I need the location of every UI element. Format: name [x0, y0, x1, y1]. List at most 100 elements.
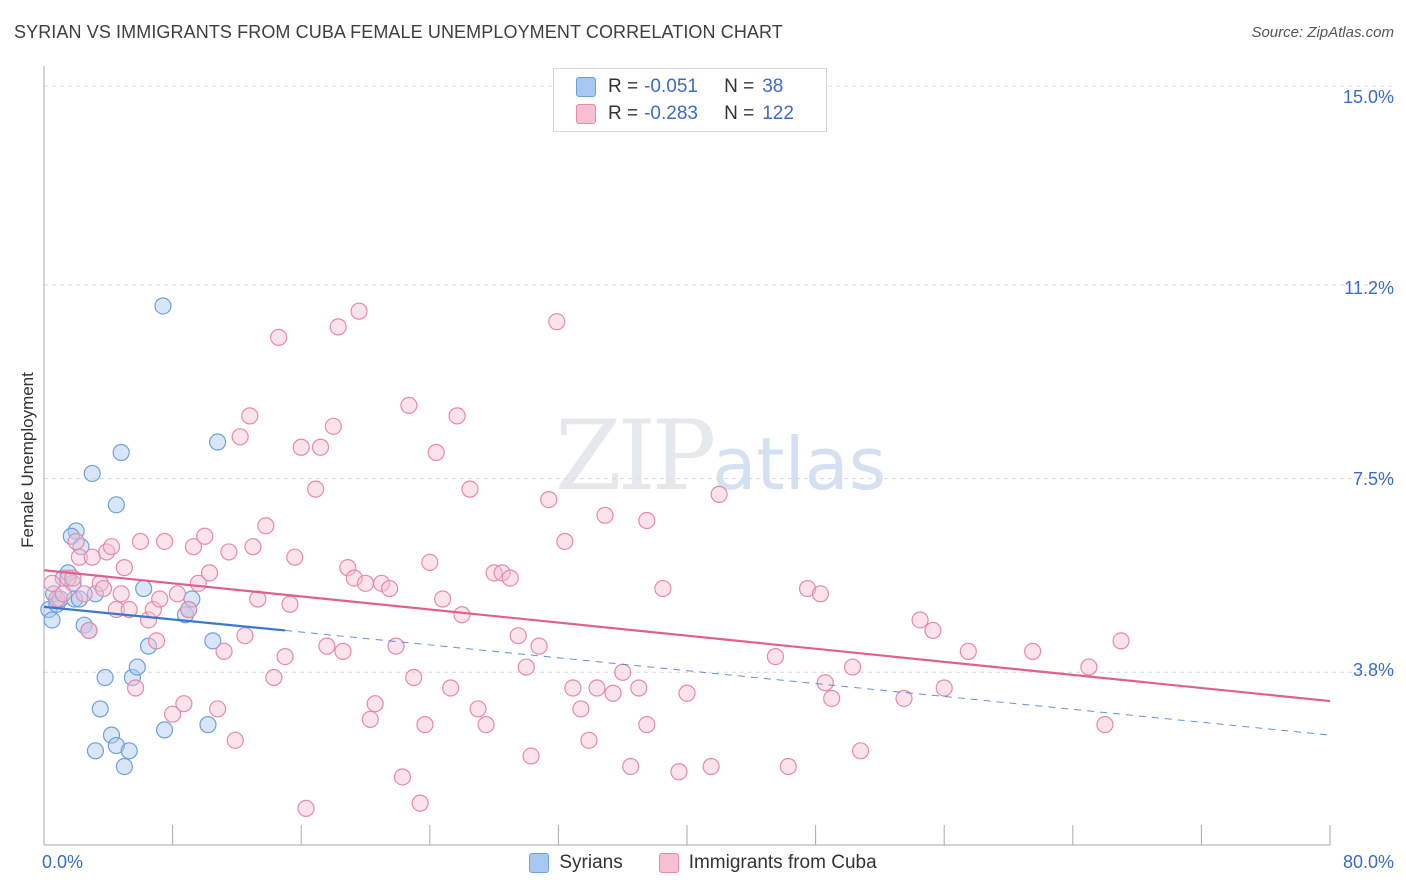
- cuba-point: [361, 710, 379, 729]
- cuba-point: [604, 684, 622, 702]
- cuba-point: [151, 590, 169, 608]
- syrians-point: [102, 726, 121, 744]
- syrians-point: [43, 611, 61, 629]
- cuba-point: [843, 658, 862, 676]
- cuba-point: [270, 328, 288, 346]
- legend-row-cuba: R = -0.283 N = 122: [576, 102, 794, 126]
- x-tick-label-max: 80.0%: [1342, 852, 1394, 872]
- x-tick-label-min: 0.0%: [42, 852, 84, 872]
- syrians-trend-line: [43, 605, 286, 632]
- cuba-point: [530, 637, 548, 655]
- cuba-point: [98, 543, 116, 561]
- cuba-point: [329, 318, 347, 336]
- cuba-point: [324, 417, 342, 435]
- cuba-point: [959, 642, 977, 660]
- cuba-point: [638, 511, 656, 530]
- cuba-point: [1080, 658, 1098, 676]
- cuba-point: [522, 747, 540, 765]
- cuba-trend-line: [43, 569, 1331, 703]
- cuba-point: [630, 679, 648, 697]
- cuba-point: [80, 621, 98, 640]
- cuba-point: [307, 480, 325, 498]
- cuba-point: [622, 757, 640, 776]
- cuba-point: [638, 716, 656, 734]
- cuba-point: [94, 579, 113, 598]
- cuba-point: [54, 585, 72, 603]
- cuba-point: [911, 611, 929, 629]
- cuba-point: [281, 595, 299, 613]
- legend-label-syrians: Syrians: [559, 852, 623, 873]
- cuba-point: [779, 757, 797, 776]
- y-tick-label: 7.5%: [1352, 469, 1394, 489]
- cuba-point: [895, 689, 913, 708]
- syrians-point: [154, 297, 172, 315]
- cuba-point: [614, 663, 632, 681]
- legend-swatch-cuba: [658, 853, 679, 873]
- cuba-point: [393, 768, 412, 786]
- syrians-point: [115, 757, 133, 776]
- cuba-point: [798, 579, 817, 598]
- syrians-point: [91, 700, 109, 718]
- cuba-point: [387, 637, 405, 655]
- cuba-point: [596, 506, 614, 524]
- cuba-point: [572, 700, 590, 718]
- cuba-point: [461, 480, 479, 498]
- syrians-point: [155, 721, 174, 739]
- syrians-point: [112, 443, 130, 462]
- n-value: 38: [762, 76, 784, 97]
- cuba-point: [244, 538, 262, 556]
- cuba-point: [70, 548, 88, 566]
- cuba-point: [564, 679, 582, 697]
- cuba-point: [200, 564, 219, 582]
- cuba-point: [816, 674, 834, 692]
- syrians-point: [204, 632, 222, 650]
- cuba-point: [226, 731, 244, 749]
- cuba-point: [102, 538, 121, 556]
- cuba-point: [345, 569, 363, 587]
- cuba-point: [220, 543, 238, 561]
- cuba-point: [556, 532, 574, 551]
- cuba-point: [448, 407, 466, 425]
- cuba-point: [670, 763, 688, 781]
- cuba-point: [469, 700, 487, 718]
- cuba-point: [548, 313, 566, 331]
- cuba-point: [131, 532, 150, 551]
- cuba-point: [356, 574, 375, 592]
- y-tick-label: 3.8%: [1352, 660, 1394, 680]
- r-value: -0.283: [644, 103, 698, 124]
- syrians-point: [70, 590, 88, 608]
- y-tick-label: 11.2%: [1344, 278, 1394, 298]
- cuba-point: [318, 637, 336, 655]
- cuba-point: [366, 695, 384, 713]
- cuba-point: [120, 600, 138, 619]
- cuba-point: [477, 716, 495, 734]
- syrians-point: [128, 658, 146, 676]
- cuba-point: [852, 742, 870, 760]
- r-value: -0.051: [644, 76, 698, 97]
- syrians-point: [107, 736, 125, 755]
- cuba-point: [416, 716, 434, 734]
- cuba-point: [501, 569, 519, 587]
- cuba-point: [350, 302, 368, 320]
- cuba-point: [75, 585, 93, 603]
- r-label: R =: [608, 76, 639, 97]
- cuba-point: [231, 428, 249, 446]
- y-tick-label: 15.0%: [1342, 87, 1394, 107]
- cuba-point: [286, 548, 304, 566]
- cuba-point: [935, 679, 953, 697]
- cuba-point: [241, 407, 259, 425]
- syrians-point: [199, 716, 217, 734]
- cuba-point: [43, 574, 61, 592]
- legend-item-cuba[interactable]: Immigrants from Cuba: [658, 852, 877, 874]
- legend-item-syrians[interactable]: Syrians: [529, 852, 623, 874]
- cuba-point: [83, 548, 101, 566]
- watermark-zip: ZIP: [555, 400, 716, 512]
- cuba-point: [434, 590, 452, 608]
- cuba-point: [164, 705, 182, 723]
- r-label: R =: [608, 103, 639, 124]
- cuba-point: [196, 527, 214, 545]
- cuba-point: [540, 491, 558, 509]
- cuba-point: [710, 485, 728, 503]
- syrians-point: [83, 464, 101, 483]
